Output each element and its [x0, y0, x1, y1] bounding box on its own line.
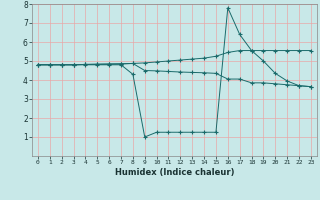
X-axis label: Humidex (Indice chaleur): Humidex (Indice chaleur): [115, 168, 234, 177]
